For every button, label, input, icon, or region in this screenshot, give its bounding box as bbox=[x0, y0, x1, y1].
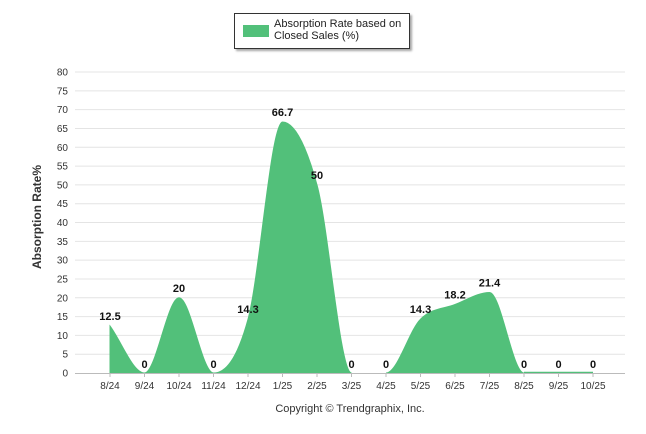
x-tick-label: 5/25 bbox=[411, 381, 431, 392]
series-areas bbox=[109, 121, 593, 374]
data-label: 12.5 bbox=[99, 311, 120, 323]
area-segment bbox=[109, 324, 145, 374]
x-tick-label: 4/25 bbox=[376, 381, 396, 392]
data-label: 0 bbox=[521, 359, 527, 371]
data-label: 66.7 bbox=[272, 107, 293, 119]
data-label: 50 bbox=[311, 170, 323, 182]
x-tick-label: 11/24 bbox=[201, 381, 226, 392]
data-label: 0 bbox=[141, 359, 147, 371]
y-tick-label: 45 bbox=[57, 199, 69, 210]
x-tick-label: 9/25 bbox=[549, 381, 569, 392]
y-tick-label: 35 bbox=[57, 237, 69, 248]
area-segment bbox=[144, 297, 214, 374]
x-tick-label: 12/24 bbox=[235, 381, 260, 392]
data-label: 0 bbox=[210, 359, 216, 371]
x-tick-label: 3/25 bbox=[342, 381, 362, 392]
grid-lines bbox=[75, 71, 625, 355]
legend: Absorption Rate based on Closed Sales (%… bbox=[234, 13, 410, 49]
y-tick-label: 10 bbox=[57, 331, 69, 342]
y-tick-label: 80 bbox=[57, 68, 69, 79]
y-tick-label: 50 bbox=[57, 180, 69, 191]
y-tick-label: 0 bbox=[62, 369, 68, 380]
data-label: 20 bbox=[173, 283, 185, 295]
data-label: 14.3 bbox=[410, 304, 431, 316]
data-label: 0 bbox=[555, 359, 561, 371]
y-tick-label: 20 bbox=[57, 293, 69, 304]
x-tick-label: 10/25 bbox=[580, 381, 605, 392]
data-labels: 12.5 0 20 0 14.3 66.7 50 0 0 14.3 18.2 21.4 0 0 0 bbox=[99, 107, 596, 371]
y-tick-label: 60 bbox=[57, 143, 69, 154]
y-tick-label: 65 bbox=[57, 124, 69, 135]
x-tick-label: 8/25 bbox=[514, 381, 534, 392]
data-label: 0 bbox=[383, 359, 389, 371]
x-tick-label: 1/25 bbox=[273, 381, 293, 392]
y-tick-label: 30 bbox=[57, 256, 69, 267]
data-label: 18.2 bbox=[444, 290, 465, 302]
x-tick-label: 6/25 bbox=[445, 381, 465, 392]
y-axis-title: Absorption Rate% bbox=[30, 165, 44, 270]
legend-label: Absorption Rate based on Closed Sales (%… bbox=[274, 18, 402, 42]
y-tick-label: 55 bbox=[57, 162, 69, 173]
x-tick-label: 10/24 bbox=[166, 381, 191, 392]
y-tick-label: 75 bbox=[57, 86, 69, 97]
area-segment bbox=[213, 121, 352, 374]
area-segment bbox=[385, 291, 525, 374]
data-label: 0 bbox=[348, 359, 354, 371]
x-tick-label: 9/24 bbox=[135, 381, 155, 392]
axes: 0 5 10 15 20 25 30 35 40 45 50 55 60 65 70 75 80 8/24 9/24… bbox=[57, 68, 625, 392]
y-tick-label: 15 bbox=[57, 312, 69, 323]
y-tick-label: 5 bbox=[62, 350, 68, 361]
x-tick-label: 2/25 bbox=[307, 381, 327, 392]
legend-swatch bbox=[243, 25, 269, 37]
copyright: Copyright © Trendgraphix, Inc. bbox=[275, 403, 425, 415]
data-label: 21.4 bbox=[479, 277, 501, 289]
y-tick-label: 40 bbox=[57, 218, 69, 229]
x-tick-label: 7/25 bbox=[480, 381, 500, 392]
x-tick-label: 8/24 bbox=[100, 381, 120, 392]
data-label: 0 bbox=[590, 359, 596, 371]
y-tick-label: 25 bbox=[57, 274, 69, 285]
y-tick-label: 70 bbox=[57, 105, 69, 116]
data-label: 14.3 bbox=[237, 304, 258, 316]
